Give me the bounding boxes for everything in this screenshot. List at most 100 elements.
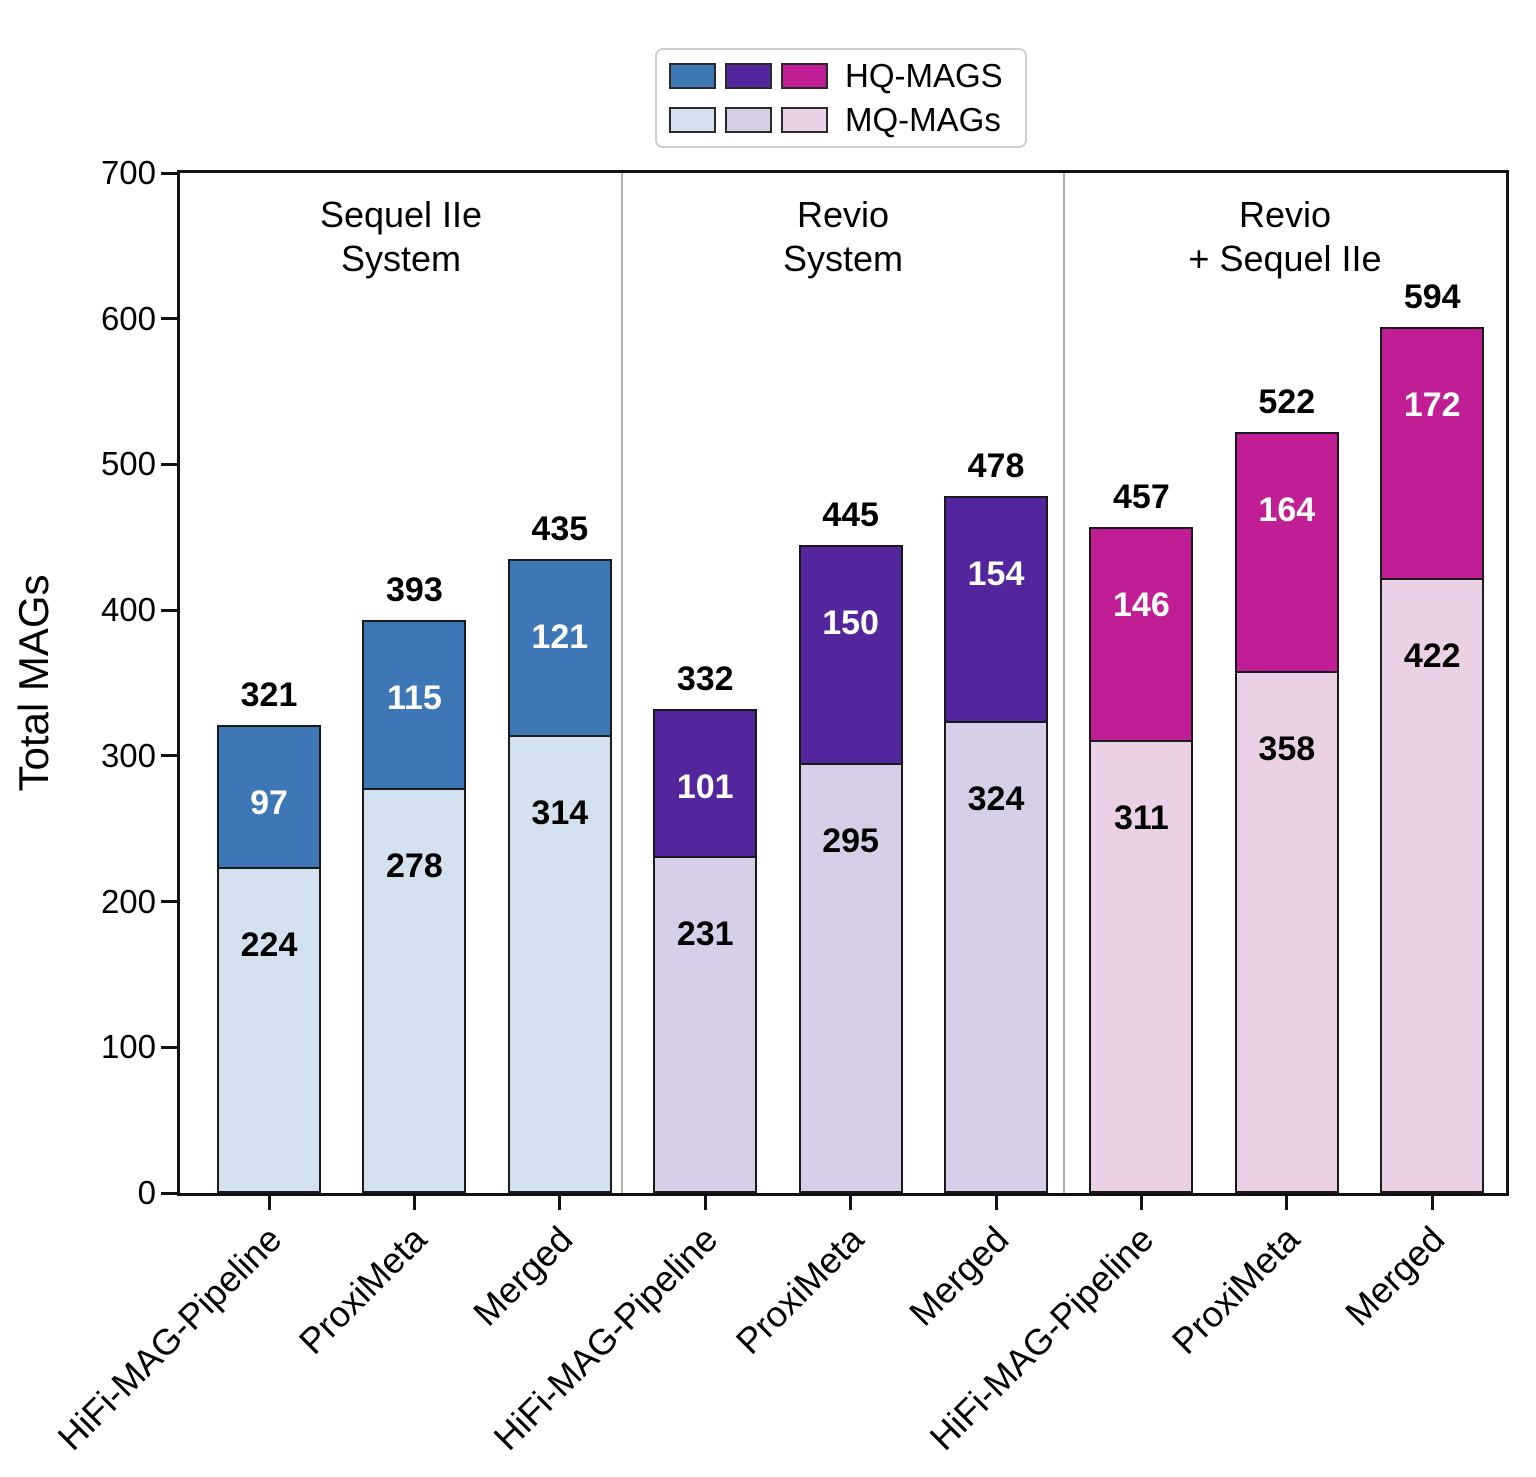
- legend-swatch: [725, 63, 772, 89]
- bar-segment-hq: [1089, 527, 1194, 742]
- bar-segment-label-mq: 311: [1113, 798, 1169, 837]
- bar-segment-hq: [944, 496, 1048, 723]
- y-axis-tick-label: 0: [137, 1174, 156, 1211]
- bar-segment-hq: [1380, 327, 1485, 581]
- x-axis-tick-label: ProxiMeta: [727, 1218, 871, 1362]
- bar-segment-hq: [798, 544, 903, 766]
- bar-segment-mq: [798, 763, 903, 1193]
- y-axis-tick-label: 500: [100, 445, 156, 483]
- x-axis-tick-label: Merged: [900, 1218, 1017, 1334]
- x-axis-tick: [1285, 1196, 1289, 1210]
- panel-title-line: + Sequel IIe: [1188, 238, 1382, 279]
- y-axis-tick: [161, 317, 177, 321]
- y-axis-tick: [161, 1045, 177, 1049]
- legend-label-mq: MQ-MAGs: [845, 101, 1001, 138]
- y-axis-tick: [161, 171, 177, 175]
- x-axis-tick: [1430, 1196, 1434, 1210]
- legend-swatch: [725, 107, 772, 133]
- legend-swatch: [669, 107, 716, 133]
- bar-segment-label-mq: 314: [531, 794, 589, 833]
- y-axis-title: Total MAGs: [10, 574, 57, 792]
- plot-area: Total MAGs 0 100 200 300 400 500 600 700 Sequel …: [10, 154, 1509, 1458]
- bar-total-label: 478: [967, 447, 1025, 486]
- bar-total-label: 393: [386, 571, 443, 610]
- x-axis-tick-label: ProxiMeta: [1163, 1218, 1308, 1362]
- bar-total-label: 457: [1113, 478, 1170, 517]
- bar-segment-label-hq: 121: [531, 618, 589, 657]
- bar-segment-label-mq: 224: [240, 925, 298, 964]
- bar-total-label: 435: [531, 510, 589, 549]
- legend-row-mq: MQ-MAGs: [669, 103, 1013, 137]
- x-axis-tick: [849, 1196, 853, 1210]
- bar-segment-mq: [1234, 671, 1339, 1193]
- y-axis-tick-label: 300: [100, 736, 156, 774]
- bar-total-label: 594: [1403, 278, 1461, 317]
- bar-segment-hq: [653, 709, 758, 859]
- y-axis-tick: [161, 1191, 177, 1195]
- legend-swatches-hq: [669, 63, 828, 89]
- legend-swatches-mq: [669, 107, 828, 133]
- y-axis-tick-label: 600: [100, 299, 156, 337]
- bar-segment-label-hq: 154: [967, 555, 1025, 594]
- legend-swatch: [781, 63, 828, 89]
- bar-segment-hq: [362, 620, 467, 790]
- bar-segment-hq: [1234, 432, 1339, 674]
- bar-segment-label-mq: 278: [386, 846, 443, 885]
- bar-segment-label-hq: 115: [386, 679, 442, 718]
- bar-segment-hq: [217, 725, 321, 869]
- y-axis-tick: [161, 754, 177, 758]
- bar-segment-label-mq: 358: [1258, 730, 1316, 769]
- y-axis-tick: [161, 608, 177, 612]
- bar-segment-label-hq: 146: [1113, 586, 1170, 625]
- x-axis-tick-label: HiFi-MAG-Pipeline: [49, 1218, 290, 1459]
- y-axis-tick-label: 400: [100, 591, 156, 629]
- panel-title-line: Revio: [796, 194, 890, 235]
- y-axis-tick: [161, 900, 177, 904]
- bar-segment-label-mq: 231: [676, 915, 734, 954]
- bar-segment-mq: [507, 735, 612, 1193]
- bar-segment-label-hq: 101: [676, 768, 734, 807]
- x-axis-tick: [703, 1196, 707, 1210]
- legend-row-hq: HQ-MAGS: [669, 59, 1013, 93]
- bar-total-label: 321: [240, 676, 298, 715]
- x-axis-tick-label: Merged: [1337, 1218, 1453, 1334]
- bar-segment-label-hq: 172: [1403, 386, 1461, 425]
- bar-segment-mq: [944, 720, 1048, 1193]
- panel-divider: [621, 173, 623, 1193]
- x-axis-tick: [412, 1196, 416, 1210]
- bar-segment-label-hq: 150: [822, 603, 879, 642]
- legend-swatch: [669, 63, 716, 89]
- x-axis-tick: [994, 1196, 998, 1210]
- bar-segment-mq: [362, 787, 467, 1193]
- bar-segment-label-hq: 97: [250, 784, 288, 823]
- panel-divider: [1063, 173, 1065, 1193]
- panel-title-line: System: [340, 238, 462, 279]
- bar-segment-hq: [507, 559, 612, 738]
- panel-title-line: Sequel IIe: [319, 194, 483, 235]
- x-axis-tick: [1139, 1196, 1143, 1210]
- panel-title: Revio + Sequel IIe: [1064, 193, 1506, 281]
- legend-label-hq: HQ-MAGS: [845, 57, 1003, 94]
- y-axis-tick-label: 200: [100, 882, 156, 920]
- panel-title: Sequel IIe System: [180, 193, 622, 281]
- legend: HQ-MAGS MQ-MAGs: [655, 48, 1027, 148]
- panel-title-line: System: [782, 238, 904, 279]
- x-axis-tick-label: Merged: [464, 1218, 581, 1334]
- y-axis-tick-label: 100: [100, 1028, 156, 1066]
- bar-segment-mq: [1380, 578, 1485, 1193]
- y-axis-tick-label: 700: [100, 154, 156, 191]
- y-axis-tick: [161, 462, 177, 466]
- bar-segment-mq: [217, 866, 321, 1193]
- panel-title-line: Revio: [1238, 194, 1332, 235]
- bar-total-label: 445: [822, 495, 879, 534]
- x-axis-tick: [558, 1196, 562, 1210]
- bar-segment-mq: [653, 856, 758, 1193]
- bar-segment-label-mq: 324: [967, 779, 1025, 818]
- bar-total-label: 522: [1258, 383, 1316, 422]
- bar-segment-label-mq: 295: [822, 822, 879, 861]
- bar-total-label: 332: [676, 660, 734, 699]
- x-axis-tick-label: ProxiMeta: [291, 1218, 435, 1362]
- panel-title: Revio System: [622, 193, 1064, 281]
- bar-segment-label-mq: 422: [1403, 637, 1461, 676]
